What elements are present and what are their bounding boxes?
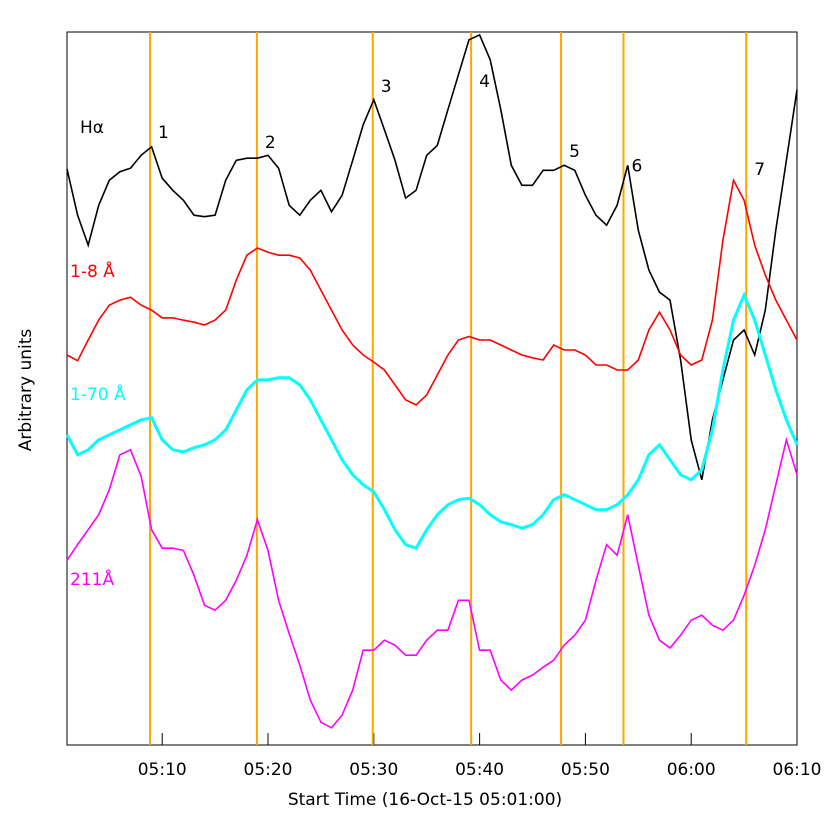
x-axis-label: Start Time (16-Oct-15 05:01:00) — [288, 790, 562, 810]
event-label: 7 — [754, 160, 765, 180]
event-label: 6 — [631, 156, 642, 176]
x-tick-label: 06:10 — [773, 760, 822, 780]
event-label: 2 — [265, 133, 276, 153]
x-tick-label: 06:00 — [667, 760, 716, 780]
series-line — [65, 291, 799, 551]
y-axis-label: Arbitrary units — [16, 329, 36, 452]
plot-frame — [66, 31, 798, 746]
series-line — [66, 33, 798, 481]
x-tick-label: 05:30 — [349, 760, 398, 780]
event-label: 1 — [158, 123, 169, 143]
series-label: 1-70 Å — [70, 383, 126, 405]
event-label: 4 — [479, 72, 490, 92]
x-tick-label: 05:40 — [455, 760, 504, 780]
x-tick-label: 05:10 — [138, 760, 187, 780]
event-label: 5 — [569, 142, 580, 162]
x-tick-label: 05:50 — [561, 760, 610, 780]
x-tick-label: 05:20 — [244, 760, 293, 780]
series-label: Hα — [80, 118, 104, 138]
series-label: 1-8 Å — [70, 260, 115, 282]
event-label: 3 — [381, 77, 392, 97]
series-line — [66, 177, 798, 406]
series-label: 211Å — [70, 568, 114, 590]
series-line — [66, 436, 798, 729]
